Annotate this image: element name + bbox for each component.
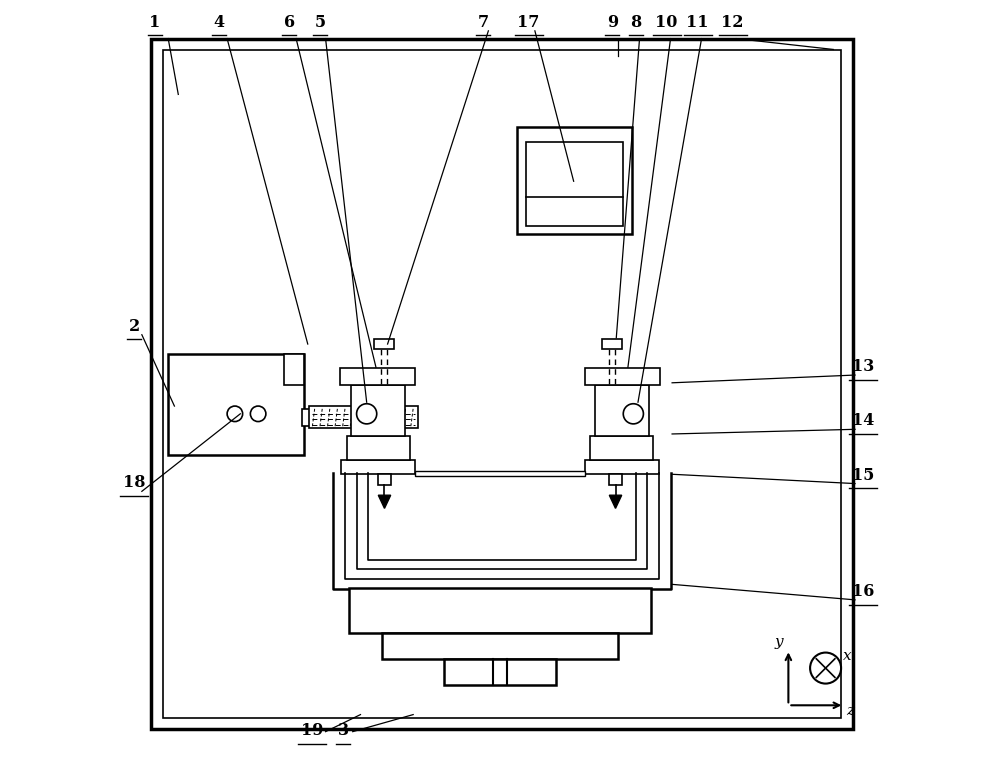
Text: z: z: [847, 703, 855, 717]
Bar: [590, 436, 653, 461]
Text: 8: 8: [630, 14, 641, 31]
Text: 13: 13: [852, 358, 874, 375]
Bar: [309, 406, 418, 428]
Polygon shape: [609, 496, 622, 508]
Text: 19: 19: [301, 723, 324, 739]
Text: 14: 14: [852, 412, 874, 429]
Bar: [609, 475, 622, 485]
Text: y: y: [774, 635, 783, 649]
Bar: [526, 142, 623, 226]
Text: x: x: [843, 650, 851, 664]
Bar: [340, 368, 415, 385]
Bar: [602, 339, 622, 349]
Bar: [349, 588, 651, 633]
Bar: [163, 51, 841, 718]
Bar: [168, 354, 304, 455]
Text: 12: 12: [721, 14, 744, 31]
Text: 3: 3: [338, 723, 349, 739]
Text: 1: 1: [149, 14, 161, 31]
Bar: [374, 339, 394, 349]
Bar: [444, 659, 556, 685]
Bar: [378, 475, 391, 485]
Bar: [151, 39, 853, 728]
Text: 2: 2: [128, 317, 140, 335]
Bar: [351, 385, 405, 436]
Bar: [302, 409, 311, 426]
Text: 15: 15: [852, 467, 874, 484]
Bar: [585, 461, 659, 475]
Text: 10: 10: [655, 14, 678, 31]
Text: 9: 9: [607, 14, 618, 31]
Text: 17: 17: [517, 14, 540, 31]
Text: 18: 18: [123, 475, 145, 492]
Bar: [517, 127, 632, 234]
Bar: [415, 471, 585, 476]
Bar: [284, 354, 304, 385]
Text: 7: 7: [477, 14, 489, 31]
Text: 4: 4: [214, 14, 225, 31]
Text: 6: 6: [284, 14, 295, 31]
Text: 5: 5: [315, 14, 326, 31]
Bar: [341, 461, 415, 475]
Bar: [585, 368, 660, 385]
Text: 11: 11: [686, 14, 709, 31]
Polygon shape: [378, 496, 391, 508]
Bar: [595, 385, 649, 436]
Bar: [347, 436, 410, 461]
Text: 16: 16: [852, 583, 874, 600]
Bar: [382, 633, 618, 659]
